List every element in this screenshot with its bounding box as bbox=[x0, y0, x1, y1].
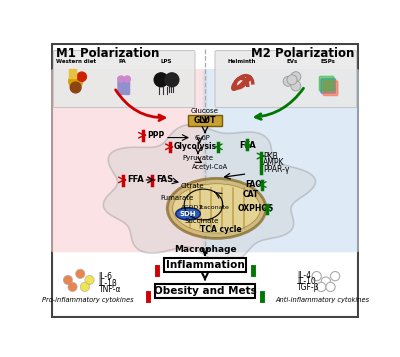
Circle shape bbox=[80, 282, 90, 292]
FancyBboxPatch shape bbox=[188, 115, 222, 126]
Text: Macrophage: Macrophage bbox=[174, 245, 236, 254]
Text: PKB: PKB bbox=[263, 151, 278, 161]
Text: Anti-inflammatory cytokines: Anti-inflammatory cytokines bbox=[275, 297, 369, 303]
Text: TGF-β: TGF-β bbox=[297, 283, 320, 292]
Text: PA: PA bbox=[119, 59, 126, 64]
Text: AMPK: AMPK bbox=[263, 159, 284, 167]
Text: EVs: EVs bbox=[286, 59, 298, 64]
Text: PPP: PPP bbox=[147, 131, 164, 140]
FancyBboxPatch shape bbox=[164, 258, 246, 272]
Polygon shape bbox=[103, 125, 316, 263]
Text: Helminth: Helminth bbox=[228, 59, 256, 64]
FancyBboxPatch shape bbox=[203, 69, 360, 252]
Text: Pro-inflammatory cytokines: Pro-inflammatory cytokines bbox=[42, 297, 134, 303]
Text: IL-1β: IL-1β bbox=[99, 278, 118, 288]
Text: FFA: FFA bbox=[127, 175, 144, 185]
Text: IL-10: IL-10 bbox=[297, 277, 316, 286]
Circle shape bbox=[317, 282, 326, 292]
Text: CAT: CAT bbox=[243, 190, 259, 199]
Text: M1 Polarization: M1 Polarization bbox=[56, 47, 159, 60]
Circle shape bbox=[69, 74, 82, 88]
Text: Glycolysis: Glycolysis bbox=[174, 142, 216, 151]
Text: Fumarate: Fumarate bbox=[160, 195, 193, 201]
Circle shape bbox=[291, 72, 301, 82]
Circle shape bbox=[154, 73, 168, 87]
Text: Citrate: Citrate bbox=[181, 183, 204, 189]
Circle shape bbox=[287, 75, 297, 85]
Circle shape bbox=[68, 282, 77, 292]
Text: Acetyl-CoA: Acetyl-CoA bbox=[192, 164, 228, 170]
FancyBboxPatch shape bbox=[323, 81, 338, 96]
FancyBboxPatch shape bbox=[321, 79, 336, 93]
Circle shape bbox=[321, 277, 330, 286]
FancyBboxPatch shape bbox=[155, 284, 255, 298]
Text: IL-4: IL-4 bbox=[297, 271, 311, 280]
Circle shape bbox=[291, 81, 301, 91]
Text: Pyruvate: Pyruvate bbox=[182, 155, 214, 161]
Circle shape bbox=[70, 82, 81, 93]
Text: LPS: LPS bbox=[161, 59, 172, 64]
Ellipse shape bbox=[173, 184, 260, 233]
Text: PPAR-γ: PPAR-γ bbox=[263, 165, 289, 174]
Circle shape bbox=[283, 76, 293, 86]
Circle shape bbox=[85, 275, 94, 285]
Text: SDH: SDH bbox=[180, 211, 196, 217]
Circle shape bbox=[76, 269, 85, 278]
Text: Western diet: Western diet bbox=[56, 59, 96, 64]
FancyBboxPatch shape bbox=[215, 51, 357, 107]
Text: Inflammation: Inflammation bbox=[166, 260, 244, 270]
Text: G-6P: G-6P bbox=[195, 135, 210, 141]
Text: FFA: FFA bbox=[239, 141, 256, 150]
Bar bbox=[70, 69, 76, 78]
FancyBboxPatch shape bbox=[53, 51, 195, 107]
Circle shape bbox=[118, 76, 124, 82]
Circle shape bbox=[165, 73, 179, 87]
Text: ACOD1: ACOD1 bbox=[181, 205, 203, 210]
Circle shape bbox=[63, 275, 72, 285]
Circle shape bbox=[124, 76, 130, 82]
Text: Glucose: Glucose bbox=[191, 109, 219, 114]
Circle shape bbox=[77, 72, 86, 81]
Text: OXPHOS: OXPHOS bbox=[238, 204, 274, 213]
Text: TNF-α: TNF-α bbox=[99, 285, 121, 294]
FancyBboxPatch shape bbox=[52, 44, 358, 317]
Text: GLUT: GLUT bbox=[194, 116, 216, 125]
Text: TCA cycle: TCA cycle bbox=[200, 226, 241, 235]
Text: M2 Polarization: M2 Polarization bbox=[251, 47, 354, 60]
Text: Obesity and Mets: Obesity and Mets bbox=[154, 286, 256, 296]
Text: IL-6: IL-6 bbox=[99, 272, 113, 281]
Ellipse shape bbox=[167, 178, 266, 238]
FancyBboxPatch shape bbox=[50, 69, 207, 252]
Text: Succinate: Succinate bbox=[185, 218, 219, 224]
Circle shape bbox=[312, 272, 321, 281]
Circle shape bbox=[330, 272, 340, 281]
FancyBboxPatch shape bbox=[118, 77, 123, 95]
FancyBboxPatch shape bbox=[124, 77, 130, 95]
Text: FAO: FAO bbox=[245, 180, 262, 189]
Text: ESPs: ESPs bbox=[321, 59, 336, 64]
Text: FAS: FAS bbox=[156, 175, 174, 185]
FancyBboxPatch shape bbox=[319, 76, 334, 91]
Circle shape bbox=[326, 282, 335, 292]
Ellipse shape bbox=[176, 208, 200, 220]
Text: Itaconate: Itaconate bbox=[199, 205, 229, 210]
